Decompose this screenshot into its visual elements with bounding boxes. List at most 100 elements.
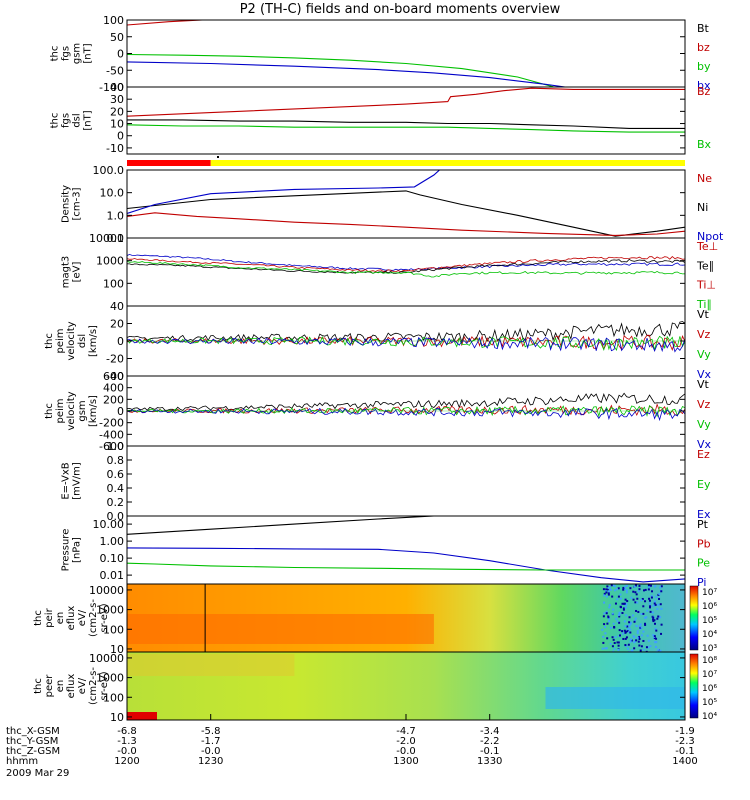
y-tick-label: 100 xyxy=(103,14,124,27)
spectrogram-noise-dot xyxy=(625,591,628,594)
y-axis-label: peir xyxy=(44,607,55,627)
legend-entry: bx xyxy=(697,79,711,92)
y-axis-label: Pressure xyxy=(61,529,72,572)
series-temperature-3 xyxy=(127,260,685,278)
spectrogram-noise-dot xyxy=(639,626,642,629)
y-axis-label: sr-eV) xyxy=(99,671,110,700)
spectrogram-noise-dot xyxy=(640,626,643,629)
spectrogram-noise-dot xyxy=(656,617,659,620)
spectrogram-noise-dot xyxy=(647,588,650,591)
spectrogram-noise-dot xyxy=(626,600,629,603)
spectrogram-noise-dot xyxy=(637,640,640,643)
spectrogram-noise-dot xyxy=(602,635,605,638)
spectrogram-noise-dot xyxy=(613,626,616,629)
spectrogram-noise-dot xyxy=(648,597,651,600)
spectrogram-noise-dot xyxy=(605,612,608,615)
colorbar-label: 10³ xyxy=(702,644,717,654)
spectrogram-noise-dot xyxy=(612,584,615,587)
y-tick-label: 0 xyxy=(117,405,124,418)
spectrogram-noise-dot xyxy=(659,616,662,619)
spectrogram-noise-dot xyxy=(606,585,609,588)
spectrogram-noise-dot xyxy=(634,617,637,620)
spectrogram-noise-dot xyxy=(636,632,639,635)
spectrogram-noise-dot xyxy=(621,612,624,615)
tick-row-value: -6.8 xyxy=(117,726,137,737)
spectrogram-noise-dot xyxy=(626,625,629,628)
spectrogram-noise-dot xyxy=(607,593,610,596)
legend-entry: Ni xyxy=(697,201,708,214)
y-tick-label: 100.0 xyxy=(93,164,125,177)
spectrogram-noise-dot xyxy=(611,612,614,615)
y-tick-label: -600 xyxy=(99,440,124,453)
spectrogram-noise-dot xyxy=(660,632,663,635)
colorbar-label: 10⁷ xyxy=(702,670,717,680)
spectrogram-noise-dot xyxy=(607,616,610,619)
series-velocity-gsm-3 xyxy=(127,407,685,422)
legend-entry: Vx xyxy=(697,438,712,451)
y-axis-label: peim xyxy=(55,328,66,353)
tick-row-value: -2.2 xyxy=(480,736,500,747)
spectrogram-noise-dot xyxy=(622,607,625,610)
spectrogram-noise-dot xyxy=(630,596,633,599)
spectrogram-noise-dot xyxy=(642,648,645,651)
spectrogram-noise-dot xyxy=(603,626,606,629)
panel-frame xyxy=(126,515,686,585)
spectrogram-noise-dot xyxy=(610,584,613,587)
series-pressure-0 xyxy=(127,516,434,535)
panel-efield: 1.00.80.60.40.20.0 E=-VxB [mV/m] Ez Ey Ex xyxy=(61,440,711,523)
y-tick-label: 0 xyxy=(117,130,124,143)
spectrogram-noise-dot xyxy=(608,617,611,620)
panel-frame xyxy=(126,445,686,517)
spectrogram-noise-dot xyxy=(646,609,649,612)
y-tick-label: 1000 xyxy=(96,255,124,268)
spectrogram-noise-dot xyxy=(624,637,627,640)
spectrogram-noise-dot xyxy=(621,630,624,633)
spectrogram-noise-dot xyxy=(611,636,614,639)
spectrogram-noise-dot xyxy=(609,642,612,645)
spectrogram-noise-dot xyxy=(629,638,632,641)
y-tick-label: -400 xyxy=(99,428,124,441)
spectrogram-noise-dot xyxy=(654,645,657,648)
spectrogram-noise-dot xyxy=(624,631,627,634)
tick-row-value: -0.1 xyxy=(480,746,500,757)
y-axis-label: gsm xyxy=(72,43,83,64)
legend-entry: Vt xyxy=(697,308,710,321)
spectrogram-noise-dot xyxy=(654,641,657,644)
legend-entry: Te∥ xyxy=(696,259,714,272)
spectrogram-noise-dot xyxy=(607,590,610,593)
spectrogram-noise-dot xyxy=(618,629,621,632)
y-axis-label: thc xyxy=(33,678,44,694)
spectrogram-noise-dot xyxy=(624,606,627,609)
spectrogram-noise-dot xyxy=(623,587,626,590)
panel-ion-spectrogram: 10⁷ 10⁶ 10⁵ 10⁴ 10³ 10000 1000 100 10 thc peir en ef… xyxy=(33,583,717,656)
spectrogram-noise-dot xyxy=(639,649,642,652)
spectrogram-low-band xyxy=(127,712,157,720)
y-axis-label: magt3 xyxy=(61,256,72,289)
spectrogram-noise-dot xyxy=(646,634,649,637)
y-axis-label: peim xyxy=(55,398,66,423)
spectrogram-noise-dot xyxy=(644,600,647,603)
spectrogram-noise-dot xyxy=(628,631,631,634)
spectrogram-noise-dot xyxy=(606,622,609,625)
spectrogram-noise-dot xyxy=(607,620,610,623)
tick-row-value: -3.4 xyxy=(480,726,500,737)
spectrogram-noise-dot xyxy=(610,626,613,629)
colorbar-label: 10⁵ xyxy=(702,698,717,708)
spectrogram-noise-dot xyxy=(604,632,607,635)
spectrogram-noise-dot xyxy=(652,620,655,623)
status-bar-yellow xyxy=(210,160,685,166)
figure-title: P2 (TH-C) fields and on-board moments ov… xyxy=(240,2,561,17)
spectrogram-noise-dot xyxy=(605,591,608,594)
series-temperature-1 xyxy=(127,256,685,273)
spectrogram-noise-dot xyxy=(616,598,619,601)
spectrogram-noise-dot xyxy=(647,585,650,588)
spectrogram-noise-dot xyxy=(652,618,655,621)
spectrogram-noise-dot xyxy=(653,635,656,638)
status-bar xyxy=(127,156,685,166)
y-axis-label: thc xyxy=(50,46,61,62)
spectrogram-noise-dot xyxy=(622,586,625,589)
spectrogram-noise-dot xyxy=(627,643,630,646)
y-axis-label: sr-eV) xyxy=(99,603,110,632)
tick-row-value: -0.0 xyxy=(396,746,416,757)
